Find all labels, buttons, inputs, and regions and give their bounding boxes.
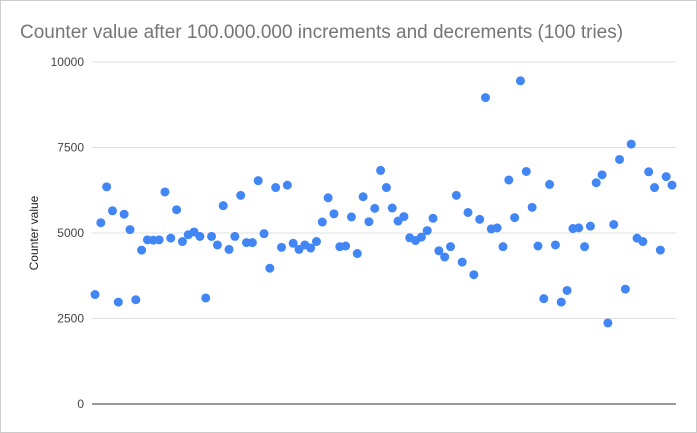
data-point (119, 209, 129, 219)
data-point (329, 209, 339, 219)
data-point (364, 217, 374, 227)
data-point (90, 290, 100, 300)
data-point (341, 241, 351, 251)
data-point (282, 180, 292, 190)
data-point (434, 246, 444, 256)
data-point (265, 263, 275, 273)
data-point (96, 218, 106, 228)
data-point (399, 212, 409, 222)
data-point (306, 243, 316, 253)
data-point (574, 223, 584, 233)
data-point (440, 252, 450, 262)
data-point (323, 193, 333, 203)
data-point (201, 293, 211, 303)
data-point (591, 178, 601, 188)
data-point (469, 270, 479, 280)
data-point (247, 238, 257, 248)
data-point (451, 190, 461, 200)
data-point (137, 245, 147, 255)
chart-title: Counter value after 100.000.000 incremen… (20, 22, 624, 43)
data-point (585, 221, 595, 231)
data-point (253, 176, 263, 186)
data-point (172, 205, 182, 215)
data-point (311, 237, 321, 247)
data-point (498, 242, 508, 252)
data-point (492, 223, 502, 233)
data-point (387, 203, 397, 213)
data-point (510, 213, 520, 223)
data-point (556, 297, 566, 307)
data-point (428, 213, 438, 223)
y-tick-label: 10000 (51, 55, 85, 69)
data-point (533, 241, 543, 251)
y-tick-label: 5000 (57, 226, 84, 240)
data-point (550, 240, 560, 250)
data-point (650, 183, 660, 193)
data-point (527, 202, 537, 212)
data-point (457, 257, 467, 267)
data-point (603, 318, 613, 328)
data-point (515, 76, 525, 86)
data-point (207, 231, 217, 241)
data-point (230, 231, 240, 241)
data-point (475, 214, 485, 224)
data-point (370, 203, 380, 213)
data-point (125, 225, 135, 235)
data-point (277, 242, 287, 252)
data-point (620, 284, 630, 294)
y-tick-label: 0 (77, 397, 84, 411)
data-point (154, 235, 164, 245)
data-point (358, 192, 368, 202)
data-point (667, 180, 677, 190)
data-point (113, 297, 123, 307)
data-point (259, 229, 269, 239)
data-point (352, 249, 362, 259)
data-point (218, 201, 228, 211)
data-point (446, 242, 456, 252)
data-point (376, 165, 386, 175)
data-point (288, 238, 298, 248)
data-point (463, 207, 473, 217)
data-point (166, 233, 176, 243)
data-point (597, 170, 607, 180)
data-point (271, 183, 281, 193)
data-point (504, 175, 514, 185)
data-point (661, 172, 671, 182)
data-point (131, 295, 141, 305)
data-point (212, 240, 222, 250)
data-point (102, 182, 112, 192)
data-point (615, 154, 625, 164)
data-point (195, 231, 205, 241)
data-point (107, 206, 117, 216)
data-point (317, 217, 327, 227)
data-point (580, 242, 590, 252)
data-point (545, 179, 555, 189)
data-point (224, 244, 234, 254)
data-point (346, 212, 356, 222)
data-point (562, 285, 572, 295)
data-point (416, 232, 426, 242)
data-point (422, 226, 432, 236)
y-tick-label: 2500 (57, 312, 84, 326)
data-point (626, 139, 636, 149)
data-point (655, 245, 665, 255)
data-point (521, 166, 531, 176)
data-point (539, 294, 549, 304)
y-tick-label: 7500 (57, 141, 84, 155)
data-point (644, 167, 654, 177)
data-point (160, 187, 170, 197)
data-point (480, 93, 490, 103)
data-point (177, 237, 187, 247)
data-point (381, 183, 391, 193)
data-point (638, 237, 648, 247)
data-point (236, 190, 246, 200)
data-point (609, 219, 619, 229)
